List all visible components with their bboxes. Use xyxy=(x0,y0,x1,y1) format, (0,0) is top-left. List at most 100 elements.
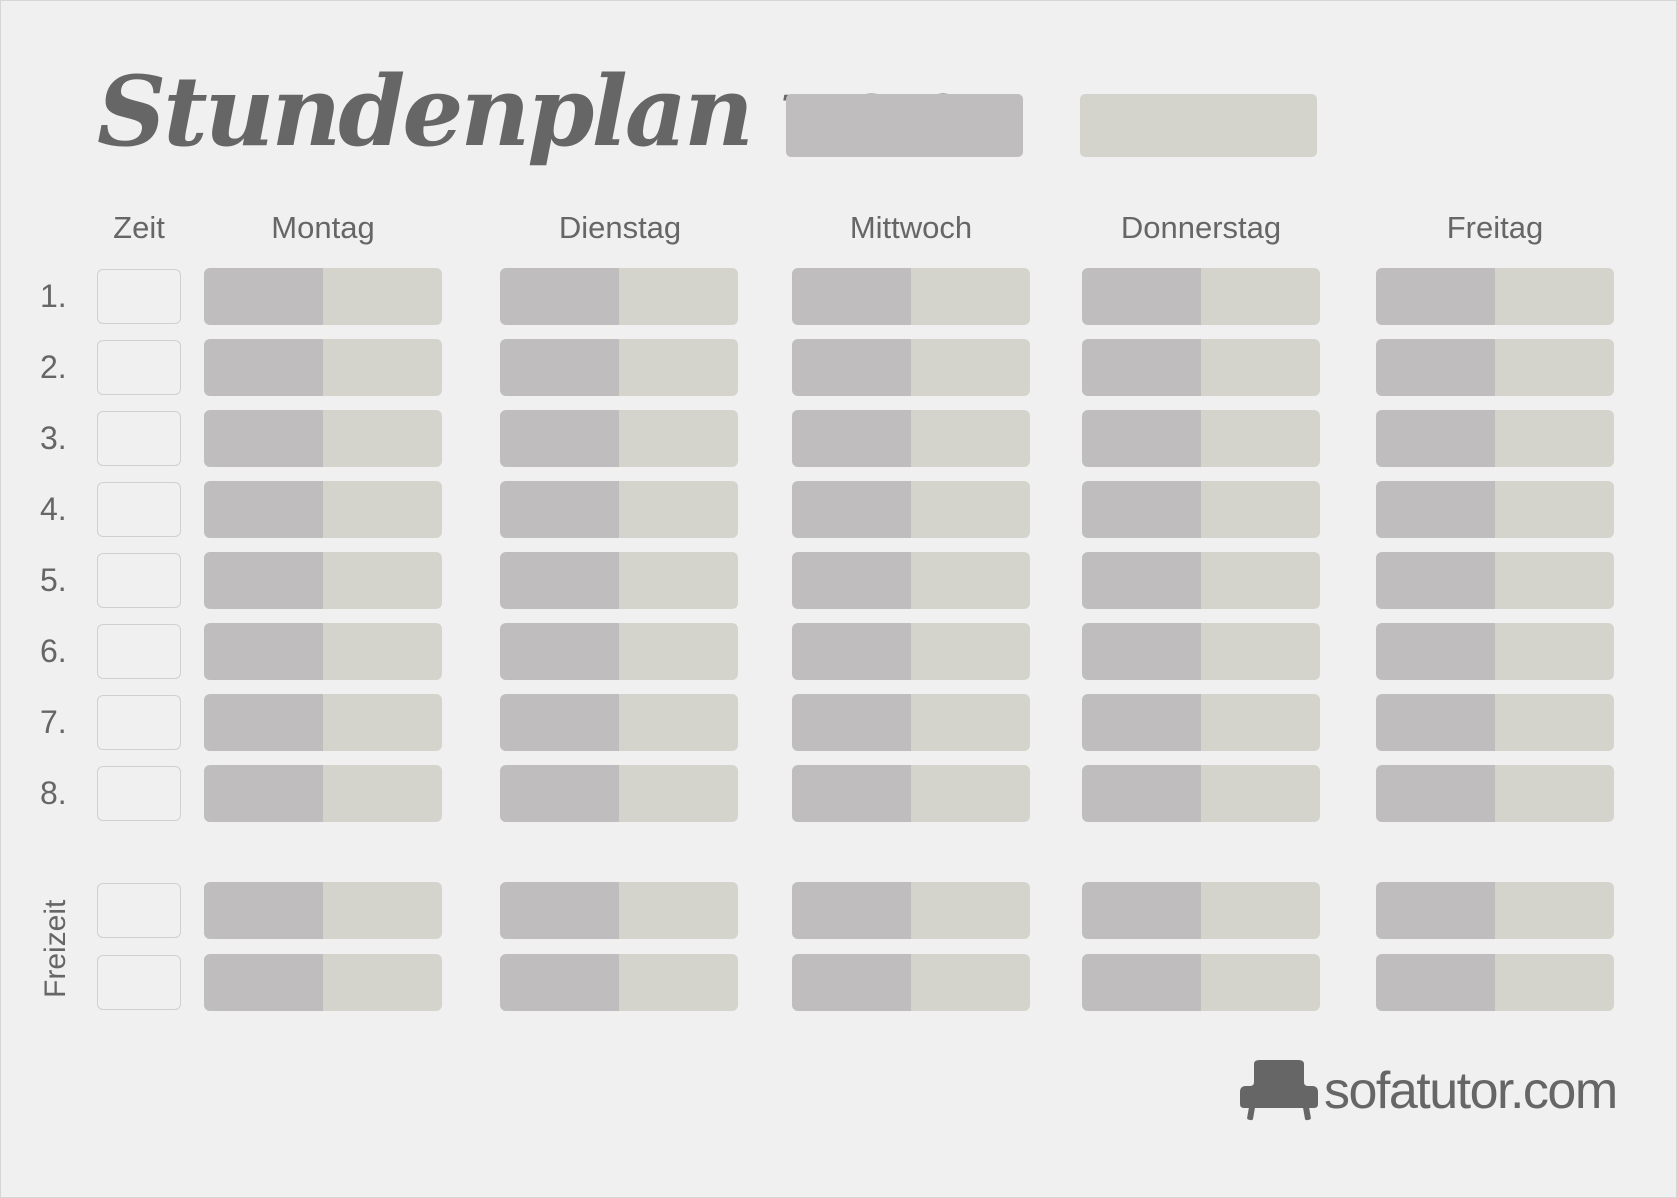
lesson-slot[interactable] xyxy=(500,481,738,538)
lesson-slot[interactable] xyxy=(792,481,1030,538)
lesson-slot[interactable] xyxy=(792,552,1030,609)
slot-subject-field[interactable] xyxy=(500,954,619,1011)
lesson-slot[interactable] xyxy=(500,339,738,396)
freetime-time-input[interactable] xyxy=(97,883,181,938)
lesson-slot[interactable] xyxy=(1376,765,1614,822)
slot-subject-field[interactable] xyxy=(1376,694,1495,751)
freetime-slot[interactable] xyxy=(792,954,1030,1011)
slot-subject-field[interactable] xyxy=(204,339,323,396)
slot-room-field[interactable] xyxy=(619,882,738,939)
slot-subject-field[interactable] xyxy=(1376,954,1495,1011)
lesson-slot[interactable] xyxy=(204,552,442,609)
slot-subject-field[interactable] xyxy=(500,552,619,609)
slot-subject-field[interactable] xyxy=(204,410,323,467)
freetime-slot[interactable] xyxy=(1082,882,1320,939)
freetime-slot[interactable] xyxy=(1376,954,1614,1011)
slot-room-field[interactable] xyxy=(1201,481,1320,538)
slot-room-field[interactable] xyxy=(1201,623,1320,680)
lesson-slot[interactable] xyxy=(1376,481,1614,538)
lesson-slot[interactable] xyxy=(204,339,442,396)
lesson-slot[interactable] xyxy=(1376,339,1614,396)
slot-subject-field[interactable] xyxy=(204,623,323,680)
slot-subject-field[interactable] xyxy=(500,882,619,939)
lesson-slot[interactable] xyxy=(500,268,738,325)
lesson-slot[interactable] xyxy=(1082,268,1320,325)
slot-subject-field[interactable] xyxy=(792,268,911,325)
slot-room-field[interactable] xyxy=(1495,882,1614,939)
lesson-slot[interactable] xyxy=(1376,552,1614,609)
slot-room-field[interactable] xyxy=(323,268,442,325)
lesson-slot[interactable] xyxy=(1082,410,1320,467)
lesson-slot[interactable] xyxy=(792,339,1030,396)
slot-room-field[interactable] xyxy=(619,481,738,538)
slot-room-field[interactable] xyxy=(323,481,442,538)
slot-subject-field[interactable] xyxy=(204,552,323,609)
slot-subject-field[interactable] xyxy=(1376,339,1495,396)
lesson-slot[interactable] xyxy=(1082,339,1320,396)
slot-room-field[interactable] xyxy=(911,268,1030,325)
lesson-time-input[interactable] xyxy=(97,482,181,537)
slot-subject-field[interactable] xyxy=(1082,339,1201,396)
slot-subject-field[interactable] xyxy=(792,623,911,680)
lesson-slot[interactable] xyxy=(500,552,738,609)
slot-room-field[interactable] xyxy=(911,481,1030,538)
slot-room-field[interactable] xyxy=(911,552,1030,609)
lesson-slot[interactable] xyxy=(1376,410,1614,467)
slot-subject-field[interactable] xyxy=(204,694,323,751)
slot-subject-field[interactable] xyxy=(1376,623,1495,680)
slot-room-field[interactable] xyxy=(1495,552,1614,609)
slot-subject-field[interactable] xyxy=(1376,268,1495,325)
slot-subject-field[interactable] xyxy=(500,765,619,822)
slot-room-field[interactable] xyxy=(323,765,442,822)
lesson-slot[interactable] xyxy=(500,694,738,751)
slot-subject-field[interactable] xyxy=(1082,410,1201,467)
slot-room-field[interactable] xyxy=(1495,623,1614,680)
slot-room-field[interactable] xyxy=(619,765,738,822)
lesson-slot[interactable] xyxy=(1376,623,1614,680)
slot-subject-field[interactable] xyxy=(204,954,323,1011)
lesson-slot[interactable] xyxy=(500,765,738,822)
freetime-slot[interactable] xyxy=(1376,882,1614,939)
lesson-slot[interactable] xyxy=(792,410,1030,467)
slot-room-field[interactable] xyxy=(323,623,442,680)
slot-subject-field[interactable] xyxy=(792,954,911,1011)
slot-room-field[interactable] xyxy=(619,410,738,467)
slot-subject-field[interactable] xyxy=(204,481,323,538)
slot-subject-field[interactable] xyxy=(1376,481,1495,538)
lesson-time-input[interactable] xyxy=(97,411,181,466)
slot-room-field[interactable] xyxy=(1201,410,1320,467)
lesson-slot[interactable] xyxy=(204,268,442,325)
slot-subject-field[interactable] xyxy=(500,481,619,538)
lesson-time-input[interactable] xyxy=(97,269,181,324)
slot-room-field[interactable] xyxy=(619,552,738,609)
slot-room-field[interactable] xyxy=(1201,694,1320,751)
lesson-slot[interactable] xyxy=(792,268,1030,325)
slot-subject-field[interactable] xyxy=(204,882,323,939)
slot-room-field[interactable] xyxy=(1201,552,1320,609)
lesson-slot[interactable] xyxy=(1082,765,1320,822)
slot-subject-field[interactable] xyxy=(792,481,911,538)
lesson-time-input[interactable] xyxy=(97,553,181,608)
lesson-slot[interactable] xyxy=(792,623,1030,680)
slot-subject-field[interactable] xyxy=(792,765,911,822)
slot-room-field[interactable] xyxy=(1201,882,1320,939)
slot-room-field[interactable] xyxy=(1495,765,1614,822)
slot-room-field[interactable] xyxy=(619,954,738,1011)
slot-subject-field[interactable] xyxy=(204,268,323,325)
slot-subject-field[interactable] xyxy=(500,623,619,680)
lesson-slot[interactable] xyxy=(1376,268,1614,325)
lesson-slot[interactable] xyxy=(204,410,442,467)
slot-room-field[interactable] xyxy=(911,339,1030,396)
lesson-time-input[interactable] xyxy=(97,695,181,750)
slot-room-field[interactable] xyxy=(1201,765,1320,822)
lesson-slot[interactable] xyxy=(204,481,442,538)
slot-room-field[interactable] xyxy=(619,339,738,396)
slot-room-field[interactable] xyxy=(1495,481,1614,538)
slot-room-field[interactable] xyxy=(323,552,442,609)
slot-subject-field[interactable] xyxy=(1082,623,1201,680)
slot-subject-field[interactable] xyxy=(792,410,911,467)
slot-room-field[interactable] xyxy=(1495,694,1614,751)
freetime-slot[interactable] xyxy=(204,882,442,939)
lesson-slot[interactable] xyxy=(1082,623,1320,680)
slot-subject-field[interactable] xyxy=(500,694,619,751)
